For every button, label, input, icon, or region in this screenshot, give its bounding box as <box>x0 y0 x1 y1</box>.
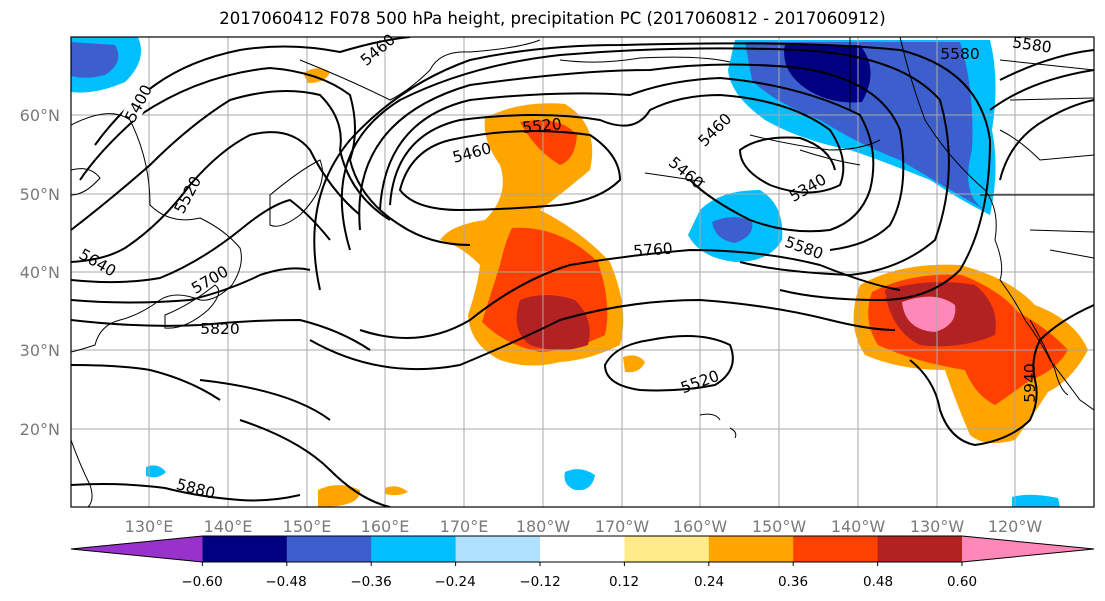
colorbar: −0.60 −0.48 −0.36 −0.24 −0.12 0.12 0.24 … <box>70 535 1095 590</box>
lon-label-140w: 140°W <box>831 517 886 536</box>
shade-neg-small-2 <box>146 465 166 478</box>
lat-label-40n: 40°N <box>20 263 60 282</box>
coastlines <box>71 37 1094 507</box>
colorbar-tick-label: −0.12 <box>519 574 560 590</box>
shade-pos-180-mid <box>482 120 608 353</box>
colorbar-cells <box>70 535 1095 563</box>
lon-label-130w: 130°W <box>910 517 965 536</box>
colorbar-tick-label: −0.24 <box>434 574 475 590</box>
colorbar-tick-label: −0.36 <box>350 574 391 590</box>
colorbar-tick-label: 0.12 <box>609 574 639 590</box>
lon-label-160w: 160°W <box>673 517 728 536</box>
colorbar-ticks <box>201 562 963 566</box>
colorbar-tick-label: 0.24 <box>694 574 724 590</box>
colorbar-cell <box>708 536 794 562</box>
colorbar-cell <box>202 536 288 562</box>
shade-pos-small-3 <box>623 355 645 373</box>
colorbar-cell <box>624 536 710 562</box>
colorbar-cell <box>455 536 541 562</box>
lon-label-170w: 170°W <box>595 517 650 536</box>
shade-neg-topleft-core <box>71 42 119 78</box>
colorbar-cell <box>962 536 1094 562</box>
map-frame <box>70 36 1095 508</box>
precip-shading <box>71 37 1088 507</box>
gridlines <box>71 37 1094 507</box>
lon-labels: 130°E 140°E 150°E 160°E 170°E 180°W 170°… <box>125 517 1043 536</box>
lon-label-130e: 130°E <box>125 517 174 536</box>
colorbar-cell <box>793 536 879 562</box>
shade-neg-midpac-core <box>712 217 753 243</box>
lat-label-50n: 50°N <box>20 185 60 204</box>
lon-label-120w: 120°W <box>988 517 1043 536</box>
colorbar-tick-label: 0.60 <box>947 574 977 590</box>
map-title: 2017060412 F078 500 hPa height, precipit… <box>219 9 886 28</box>
contour-label-5880-e: 5940 <box>1021 363 1039 402</box>
shade-pos-small-2 <box>318 485 361 507</box>
colorbar-cell <box>371 536 457 562</box>
shade-pos-small-4 <box>385 486 408 496</box>
lon-label-180w: 180°W <box>516 517 571 536</box>
colorbar-cell <box>71 536 203 562</box>
lon-label-140e: 140°E <box>204 517 253 536</box>
shade-pos-ca-peak <box>902 296 956 332</box>
lon-label-150e: 150°E <box>283 517 332 536</box>
colorbar-cell <box>540 536 625 562</box>
lat-label-20n: 20°N <box>20 420 60 439</box>
lon-label-170e: 170°E <box>440 517 489 536</box>
contour-label-5520-ne: 5580 <box>1011 33 1053 56</box>
colorbar-tick-label: −0.48 <box>265 574 306 590</box>
contour-label-5520-mid: 5520 <box>521 115 562 137</box>
shade-neg-small-3 <box>1012 494 1060 507</box>
colorbar-tick-label: 0.48 <box>863 574 893 590</box>
contour-label-5760: 5760 <box>633 240 674 261</box>
contour-label-5820: 5820 <box>200 320 239 338</box>
colorbar-tick-label: −0.60 <box>181 574 222 590</box>
colorbar-tick-label: 0.36 <box>778 574 808 590</box>
lat-label-60n: 60°N <box>20 106 60 125</box>
lat-labels: 60°N 50°N 40°N 30°N 20°N <box>20 106 60 439</box>
lon-label-160e: 160°E <box>361 517 410 536</box>
shade-neg-small-1 <box>564 469 595 491</box>
colorbar-cell <box>286 536 372 562</box>
height-contours <box>71 37 1094 507</box>
colorbar-cell <box>877 536 963 562</box>
lon-label-150w: 150°W <box>752 517 807 536</box>
lat-label-30n: 30°N <box>20 341 60 360</box>
contour-label-5580-ne: 5580 <box>940 45 979 63</box>
